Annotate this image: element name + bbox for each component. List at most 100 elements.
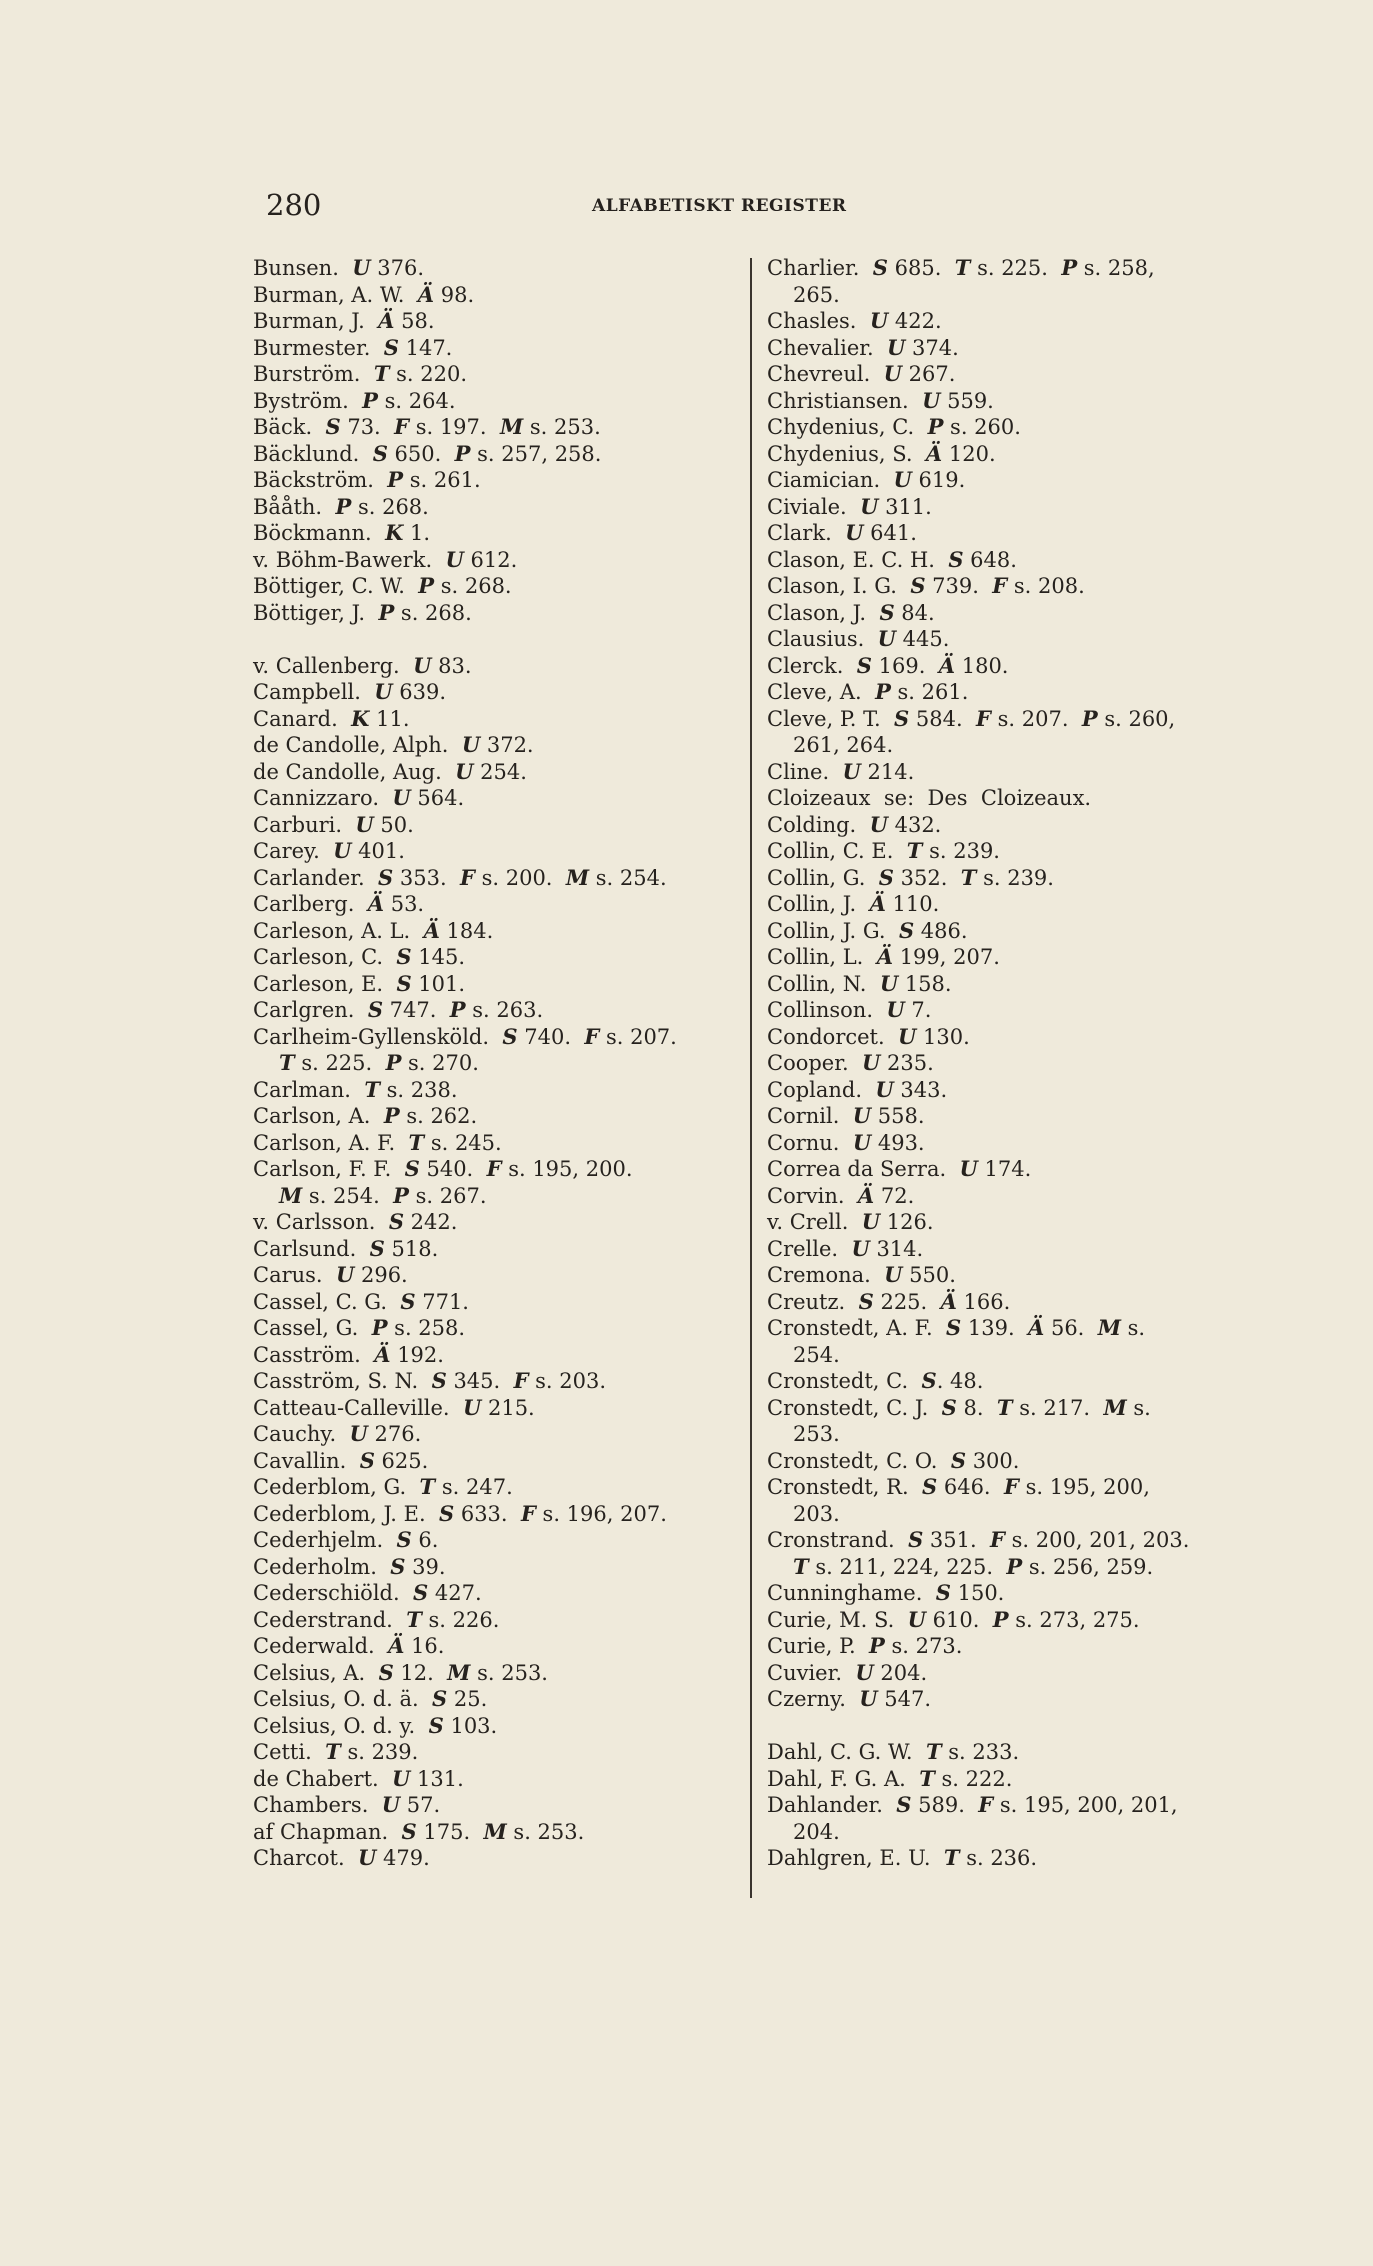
reference-letter: T — [373, 361, 390, 386]
entry-references: Ä 98. — [417, 281, 475, 307]
index-entry: Cavallin. S 625. — [253, 1448, 743, 1475]
entry-references: Ä 72. — [857, 1182, 915, 1208]
reference-letter: S — [948, 546, 964, 572]
index-entry: Cederblom, G. T s. 247. — [253, 1474, 743, 1501]
index-entry: Cassel, C. G. S 771. — [253, 1289, 743, 1316]
entry-references: U 547. — [859, 1686, 931, 1711]
entry-name: Cornil. — [767, 1104, 840, 1128]
entry-name: Chydenius, S. — [767, 441, 913, 466]
entry-references: S 345. F s. 203. — [431, 1368, 607, 1393]
index-entry: Collin, G. S 352. T s. 239. — [767, 865, 1257, 892]
entry-continuation: T s. 211, 224, 225. P s. 256, 259. — [793, 1553, 1154, 1579]
index-entry: Cederstrand. T s. 226. — [253, 1607, 743, 1634]
entry-references: T s. 222. — [919, 1765, 1013, 1791]
reference-letter: U — [879, 970, 899, 996]
entry-references: P s. 262. — [383, 1103, 478, 1128]
reference-letter: P — [454, 440, 471, 466]
entry-references: P s. 273. — [869, 1633, 963, 1658]
reference-letter: U — [884, 1262, 903, 1287]
index-column-right: Charlier. S 685. T s. 225. P s. 258, 265.… — [767, 255, 1257, 1872]
reference-letter: U — [887, 334, 906, 360]
reference-letter: Ä — [940, 1288, 957, 1314]
reference-letter: S — [396, 970, 412, 996]
index-entry: Chambers. U 57. — [253, 1792, 743, 1819]
reference-letter: T — [919, 1765, 935, 1791]
entry-references: S 427. — [413, 1580, 482, 1605]
index-entry: Böttiger, J. P s. 268. — [253, 600, 743, 627]
reference-letter: U — [413, 652, 432, 678]
entry-references: U 126. — [861, 1209, 934, 1234]
index-entry: Cederschiöld. S 427. — [253, 1580, 743, 1607]
entry-references: U 311. — [860, 493, 932, 519]
reference-letter: S — [858, 1288, 874, 1314]
entry-references: S 139. Ä 56. M s. — [946, 1315, 1146, 1340]
index-column-left: Bunsen. U 376. Burman, A. W. Ä 98. Burman,… — [253, 255, 743, 1872]
index-entry: Casström, S. N. S 345. F s. 203. — [253, 1368, 743, 1395]
index-entry: Chevreul. U 267. — [767, 361, 1257, 388]
entry-name: Cavallin. — [253, 1448, 347, 1473]
reference-letter: S — [367, 997, 383, 1022]
entry-references: U 254. — [455, 758, 527, 784]
index-entry: Ciamician. U 619. — [767, 467, 1257, 494]
reference-letter: S — [950, 1447, 967, 1473]
index-entry: Chydenius, C. P s. 260. — [767, 414, 1257, 441]
index-entry: Czerny. U 547. — [767, 1686, 1257, 1713]
entry-references: U 83. — [413, 652, 472, 678]
entry-references: U 174. — [959, 1156, 1032, 1181]
entry-continuation: T s. 225. P s. 270. — [279, 1050, 479, 1075]
index-entry: Cornu. U 493. — [767, 1130, 1257, 1157]
index-entry: de Candolle, Alph. U 372. — [253, 732, 743, 759]
index-entry: Cassel, G. P s. 258. — [253, 1315, 743, 1342]
reference-letter: U — [875, 1076, 894, 1102]
entry-name: Celsius, O. d. ä. — [253, 1687, 419, 1711]
entry-references: S 685. T s. 225. P s. 258, — [872, 255, 1155, 280]
reference-letter: S — [432, 1686, 448, 1711]
entry-name: Cornu. — [767, 1130, 840, 1155]
index-entry: Clason, E. C. H. S 648. — [767, 547, 1257, 574]
entry-name: Copland. — [767, 1077, 863, 1102]
entry-name: Corvin. — [767, 1183, 845, 1208]
entry-name: Clason, E. C. H. — [767, 547, 935, 572]
entry-name: Cederstrand. — [253, 1607, 393, 1632]
entry-name: Curie, P. — [767, 1634, 856, 1658]
entry-name: v. Callenberg. — [253, 653, 400, 678]
entry-references: U 558. — [852, 1103, 925, 1128]
index-entry: Burman, J. Ä 58. — [253, 308, 743, 335]
index-entry: Cetti. T s. 239. — [253, 1739, 743, 1766]
entry-name: Burman, A. W. — [253, 282, 405, 307]
index-entry: Crelle. U 314. — [767, 1236, 1257, 1263]
index-entry: Carlander. S 353. F s. 200. M s. 254. — [253, 865, 743, 892]
entry-name: Cannizzaro. — [253, 786, 379, 810]
index-entry: Cleve, P. T. S 584. F s. 207. P s. 260, 2… — [767, 706, 1257, 759]
entry-name: Dahlgren, E. U. — [767, 1846, 931, 1870]
entry-references: U 550. — [884, 1262, 956, 1287]
entry-continuation: 265. — [793, 282, 840, 307]
entry-references: Ä 199, 207. — [876, 944, 1000, 969]
entry-references: U 612. — [445, 546, 518, 572]
entry-continuation: 203. — [793, 1501, 840, 1526]
reference-letter: F — [1003, 1474, 1019, 1499]
entry-references: S. 48. — [921, 1368, 984, 1393]
reference-letter: T — [954, 255, 971, 280]
index-entry: Chevalier. U 374. — [767, 335, 1257, 362]
index-entry: Cronstedt, C. J. S 8. T s. 217. M s. 253. — [767, 1395, 1257, 1448]
entry-references: S 739. F s. 208. — [910, 573, 1085, 598]
entry-references: U 372. — [461, 732, 534, 757]
entry-references: S 625. — [359, 1447, 429, 1473]
index-entry: Cremona. U 550. — [767, 1262, 1257, 1289]
reference-letter: U — [445, 546, 464, 572]
entry-references: S 12. M s. 253. — [378, 1659, 548, 1685]
entry-name: Celsius, O. d. y. — [253, 1713, 416, 1738]
index-entry: Cronstedt, R. S 646. F s. 195, 200, 203. — [767, 1474, 1257, 1527]
reference-letter: Ä — [367, 891, 385, 916]
entry-name: Canard. — [253, 706, 338, 731]
reference-letter: U — [845, 520, 864, 545]
reference-letter: U — [392, 785, 411, 810]
entry-references: K 1. — [385, 520, 431, 545]
entry-name: Cassel, C. G. — [253, 1289, 388, 1314]
index-entry: Carburi. U 50. — [253, 812, 743, 839]
entry-references: U 445. — [877, 626, 950, 651]
reference-letter: M — [279, 1182, 303, 1208]
index-entry: Curie, P. P s. 273. — [767, 1633, 1257, 1660]
index-entry: v. Callenberg. U 83. — [253, 653, 743, 680]
